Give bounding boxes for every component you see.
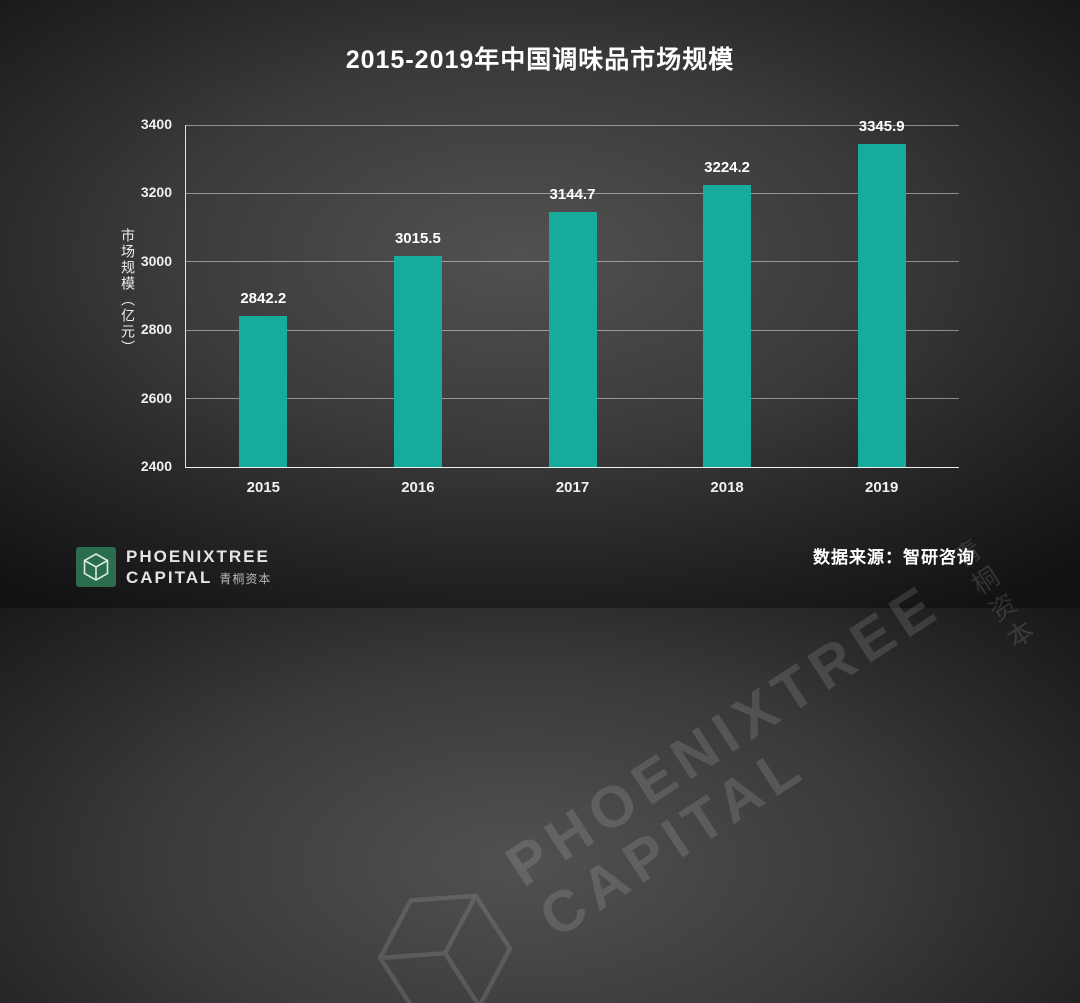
watermark-line1: PHOENIXTREE xyxy=(495,570,954,900)
bar-2017 xyxy=(548,212,597,467)
watermark-line2: CAPITAL xyxy=(528,730,818,951)
value-label: 3015.5 xyxy=(394,230,441,248)
y-tick-label: 3400 xyxy=(140,116,172,132)
logo-text: PHOENIXTREE CAPITAL 青桐资本 xyxy=(126,546,271,589)
value-label: 3345.9 xyxy=(858,117,905,135)
y-tick-label: 2400 xyxy=(140,458,172,474)
x-tick-label: 2017 xyxy=(555,479,590,496)
bar-2019 xyxy=(857,143,906,467)
gridline xyxy=(186,192,959,194)
logo-name-en: PHOENIXTREE xyxy=(126,546,270,566)
y-tick-label: 2600 xyxy=(140,389,172,406)
logo-name-line2: CAPITAL 青桐资本 xyxy=(126,567,271,588)
y-tick-label: 2800 xyxy=(140,321,172,338)
cube-watermark-icon xyxy=(377,893,513,1003)
y-axis-title: 市场规模（亿元） xyxy=(120,228,136,356)
bar-2015 xyxy=(239,315,288,467)
bar-2018 xyxy=(703,185,752,467)
slide: 2015-2019年中国调味品市场规模 市场规模（亿元） 2400 2600 280… xyxy=(76,46,975,589)
data-source-note: 数据来源：智研咨询 xyxy=(813,548,975,567)
cube-logo-icon xyxy=(76,546,116,587)
y-tick-label: 3000 xyxy=(140,252,172,269)
logo-name-cn: 青桐资本 xyxy=(219,571,272,586)
bar-2016 xyxy=(393,256,442,467)
value-label: 3144.7 xyxy=(549,186,596,204)
company-logo: PHOENIXTREE CAPITAL 青桐资本 xyxy=(76,546,271,589)
y-tick-label: 3200 xyxy=(140,184,172,201)
x-tick-label: 2019 xyxy=(865,479,899,496)
gridline xyxy=(186,466,959,468)
x-tick-label: 2016 xyxy=(401,479,435,496)
watermark-text: PHOENIXTREE CAPITAL xyxy=(495,570,986,951)
x-tick-label: 2015 xyxy=(246,479,280,496)
logo-capital: CAPITAL xyxy=(126,567,213,587)
chart-title: 2015-2019年中国调味品市场规模 xyxy=(345,46,735,74)
x-tick-label: 2018 xyxy=(710,479,744,496)
value-label: 3224.2 xyxy=(704,159,751,177)
value-label: 2842.2 xyxy=(240,289,287,307)
gridline xyxy=(186,125,959,126)
plot-area: 2400 2600 2800 3000 3200 3400 2842.2 2015 3015.5… xyxy=(141,116,959,496)
